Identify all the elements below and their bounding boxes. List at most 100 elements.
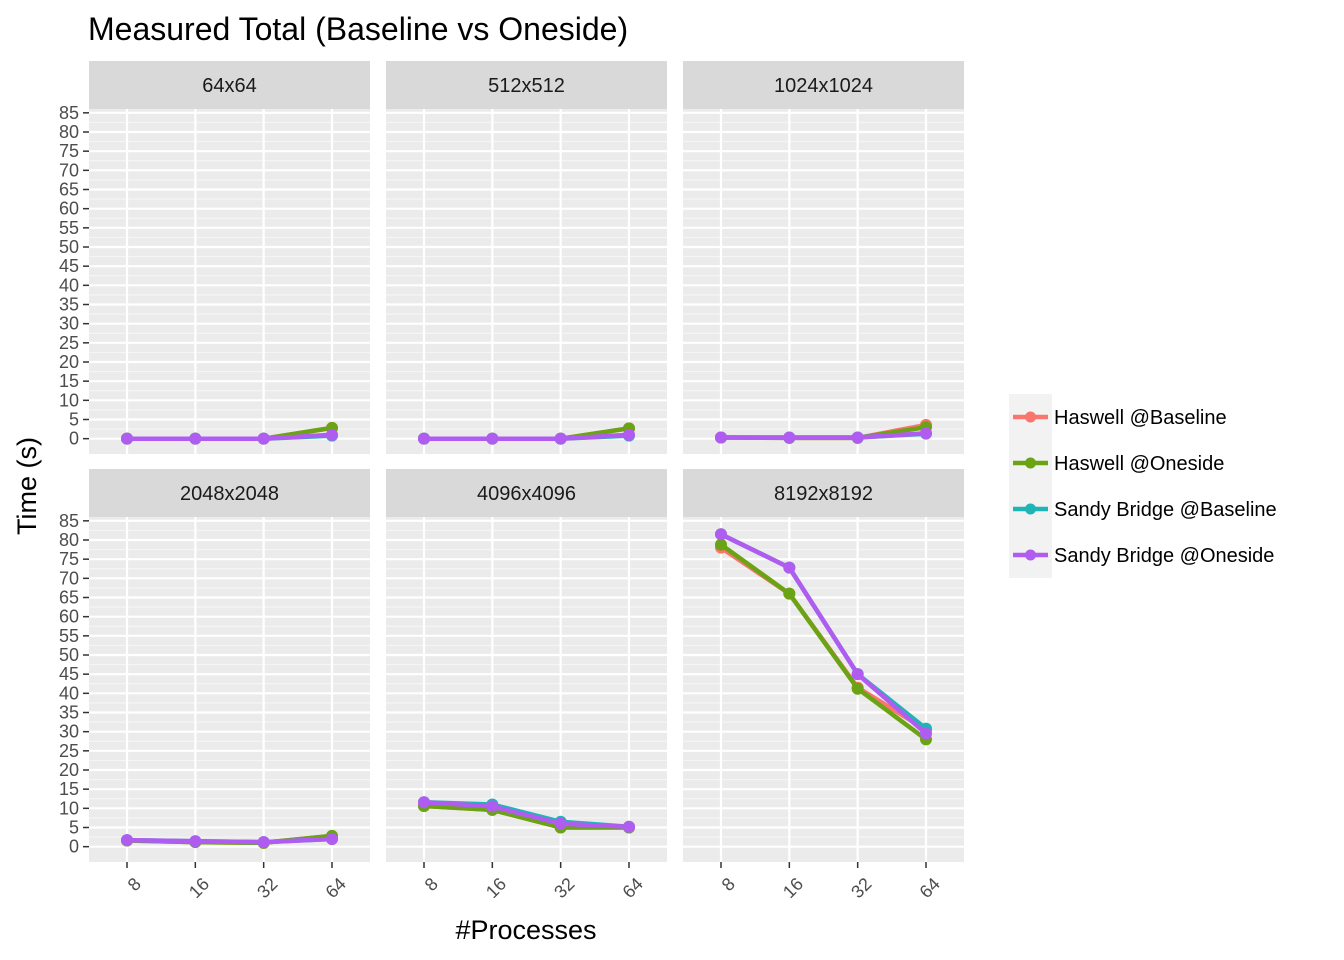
panel-background-8192x8192 <box>683 517 964 862</box>
x-tick-label: 64 <box>916 874 944 902</box>
y-tick-label: 35 <box>59 295 79 315</box>
legend-label-haswell-oneside: Haswell @Oneside <box>1054 453 1224 475</box>
panel-2048x2048: 2048x2048 <box>89 469 370 862</box>
y-tick-label: 40 <box>59 683 79 703</box>
x-tick-label: 8 <box>124 874 145 895</box>
y-tick-label: 0 <box>69 429 79 449</box>
y-axes: 0510152025303540455055606570758085051015… <box>59 103 89 857</box>
data-point-sandy-bridge-oneside <box>189 432 202 445</box>
panel-background-512x512 <box>386 109 667 454</box>
y-tick-label: 75 <box>59 549 79 569</box>
strip-label-4096x4096: 4096x4096 <box>477 483 576 505</box>
y-tick-label: 35 <box>59 703 79 723</box>
y-tick-label: 25 <box>59 741 79 761</box>
x-tick-label: 8 <box>718 874 739 895</box>
data-point-sandy-bridge-oneside <box>326 833 338 845</box>
legend-point-haswell-oneside <box>1025 457 1036 469</box>
chart-panels: 64x64 512x512 1024x1024 2048x2048 4096x4096 8… <box>89 61 964 862</box>
data-point-sandy-bridge-oneside <box>554 432 567 445</box>
panel-512x512: 512x512 <box>386 61 667 454</box>
panel-background-1024x1024 <box>683 109 964 454</box>
data-point-sandy-bridge-oneside <box>486 432 499 445</box>
y-tick-label: 50 <box>59 237 79 257</box>
strip-label-512x512: 512x512 <box>488 75 565 97</box>
series-line-sandy-bridge-oneside <box>124 432 335 441</box>
data-point-sandy-bridge-oneside <box>783 561 796 574</box>
legend-label-haswell-baseline: Haswell @Baseline <box>1054 407 1227 429</box>
data-point-haswell-oneside <box>715 538 727 551</box>
data-point-sandy-bridge-oneside <box>851 431 864 444</box>
x-tick-label: 32 <box>550 874 578 902</box>
y-tick-label: 85 <box>59 511 79 531</box>
y-tick-label: 15 <box>59 371 79 391</box>
y-tick-label: 5 <box>69 818 79 838</box>
strip-2048x2048 <box>89 469 370 517</box>
y-tick-label: 65 <box>59 588 79 608</box>
panel-background-2048x2048 <box>89 517 370 862</box>
strip-label-2048x2048: 2048x2048 <box>180 483 279 505</box>
panel-64x64: 64x64 <box>89 61 370 454</box>
strip-1024x1024 <box>683 61 964 109</box>
y-tick-label: 30 <box>59 722 79 742</box>
x-tick-label: 16 <box>185 874 213 902</box>
y-tick-label: 15 <box>59 779 79 799</box>
series-line-sandy-bridge-oneside <box>124 836 335 845</box>
data-point-sandy-bridge-oneside <box>189 835 202 848</box>
x-tick-label: 8 <box>421 874 442 895</box>
series-line-sandy-bridge-oneside <box>421 799 632 829</box>
x-tick-label: 32 <box>847 874 875 902</box>
data-point-sandy-bridge-oneside <box>418 432 430 445</box>
strip-512x512 <box>386 61 667 109</box>
data-point-sandy-bridge-oneside <box>715 528 727 541</box>
data-point-sandy-bridge-oneside <box>715 431 727 444</box>
y-tick-label: 75 <box>59 141 79 161</box>
data-point-sandy-bridge-oneside <box>486 800 499 813</box>
data-point-sandy-bridge-oneside <box>257 836 270 849</box>
y-tick-label: 20 <box>59 352 79 372</box>
panel-8192x8192: 8192x8192 <box>683 469 964 862</box>
y-tick-label: 45 <box>59 664 79 684</box>
legend-point-haswell-baseline <box>1025 411 1036 423</box>
strip-4096x4096 <box>386 469 667 517</box>
series-line-sandy-bridge-oneside <box>718 431 929 440</box>
y-axis-title: Time (s) <box>12 437 42 535</box>
y-tick-label: 5 <box>69 410 79 430</box>
strip-8192x8192 <box>683 469 964 517</box>
x-axis-title: #Processes <box>455 915 596 945</box>
series-line-haswell-oneside <box>718 542 929 742</box>
panel-1024x1024: 1024x1024 <box>683 61 964 454</box>
chart-title: Measured Total (Baseline vs Oneside) <box>88 11 628 47</box>
x-tick-label: 32 <box>253 874 281 902</box>
data-point-sandy-bridge-oneside <box>920 427 932 440</box>
y-tick-label: 45 <box>59 256 79 276</box>
strip-label-1024x1024: 1024x1024 <box>774 75 873 97</box>
data-point-sandy-bridge-oneside <box>851 668 864 681</box>
data-point-sandy-bridge-oneside <box>257 432 270 445</box>
x-tick-label: 16 <box>779 874 807 902</box>
data-point-sandy-bridge-oneside <box>121 432 133 445</box>
y-tick-label: 55 <box>59 218 79 238</box>
data-point-sandy-bridge-oneside <box>418 796 430 809</box>
data-point-haswell-oneside <box>851 682 864 695</box>
data-point-sandy-bridge-oneside <box>920 727 932 740</box>
x-tick-label: 64 <box>619 874 647 902</box>
y-tick-label: 0 <box>69 837 79 857</box>
series-line-haswell-oneside <box>421 803 632 830</box>
legend-label-sandy-bridge-oneside: Sandy Bridge @Oneside <box>1054 545 1274 567</box>
series-line-sandy-bridge-oneside <box>421 432 632 441</box>
x-tick-label: 64 <box>322 874 350 902</box>
data-point-sandy-bridge-oneside <box>623 820 635 833</box>
y-tick-label: 10 <box>59 390 79 410</box>
data-point-sandy-bridge-oneside <box>121 834 133 847</box>
y-tick-label: 50 <box>59 645 79 665</box>
y-tick-label: 80 <box>59 530 79 550</box>
data-point-sandy-bridge-oneside <box>783 431 796 444</box>
strip-label-8192x8192: 8192x8192 <box>774 483 873 505</box>
data-point-sandy-bridge-oneside <box>554 817 567 830</box>
y-tick-label: 40 <box>59 275 79 295</box>
panel-background-64x64 <box>89 109 370 454</box>
y-tick-label: 60 <box>59 607 79 627</box>
data-point-haswell-oneside <box>783 587 796 600</box>
y-tick-label: 60 <box>59 199 79 219</box>
